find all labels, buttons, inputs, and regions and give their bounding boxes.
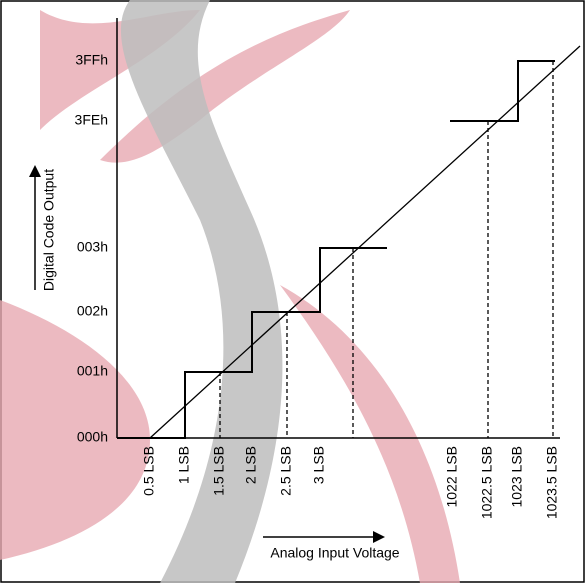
y-label: 001h bbox=[77, 363, 108, 379]
staircase-high bbox=[450, 60, 555, 122]
y-label: 000h bbox=[77, 429, 108, 445]
y-label: 003h bbox=[77, 239, 108, 255]
staircase-low bbox=[117, 247, 387, 439]
y-label: 3FFh bbox=[75, 52, 108, 68]
x-label: 0.5 LSB bbox=[141, 446, 157, 496]
x-label: 1023 LSB bbox=[509, 446, 525, 508]
x-label: 1 LSB bbox=[176, 446, 192, 484]
x-label: 1022 LSB bbox=[444, 446, 460, 508]
x-label: 1.5 LSB bbox=[211, 446, 227, 496]
y-label: 002h bbox=[77, 303, 108, 319]
x-label: 1023.5 LSB bbox=[544, 446, 560, 519]
x-label: 3 LSB bbox=[311, 446, 327, 484]
ideal-line bbox=[149, 45, 581, 439]
y-label: 3FEh bbox=[75, 112, 108, 128]
x-label: 1022.5 LSB bbox=[479, 446, 495, 519]
x-label: 2.5 LSB bbox=[278, 446, 294, 496]
x-label: 2 LSB bbox=[243, 446, 259, 484]
dashed-guides bbox=[219, 61, 554, 438]
x-axis-title: Analog Input Voltage bbox=[270, 545, 399, 561]
y-axis-title: Digital Code Output bbox=[41, 169, 57, 291]
